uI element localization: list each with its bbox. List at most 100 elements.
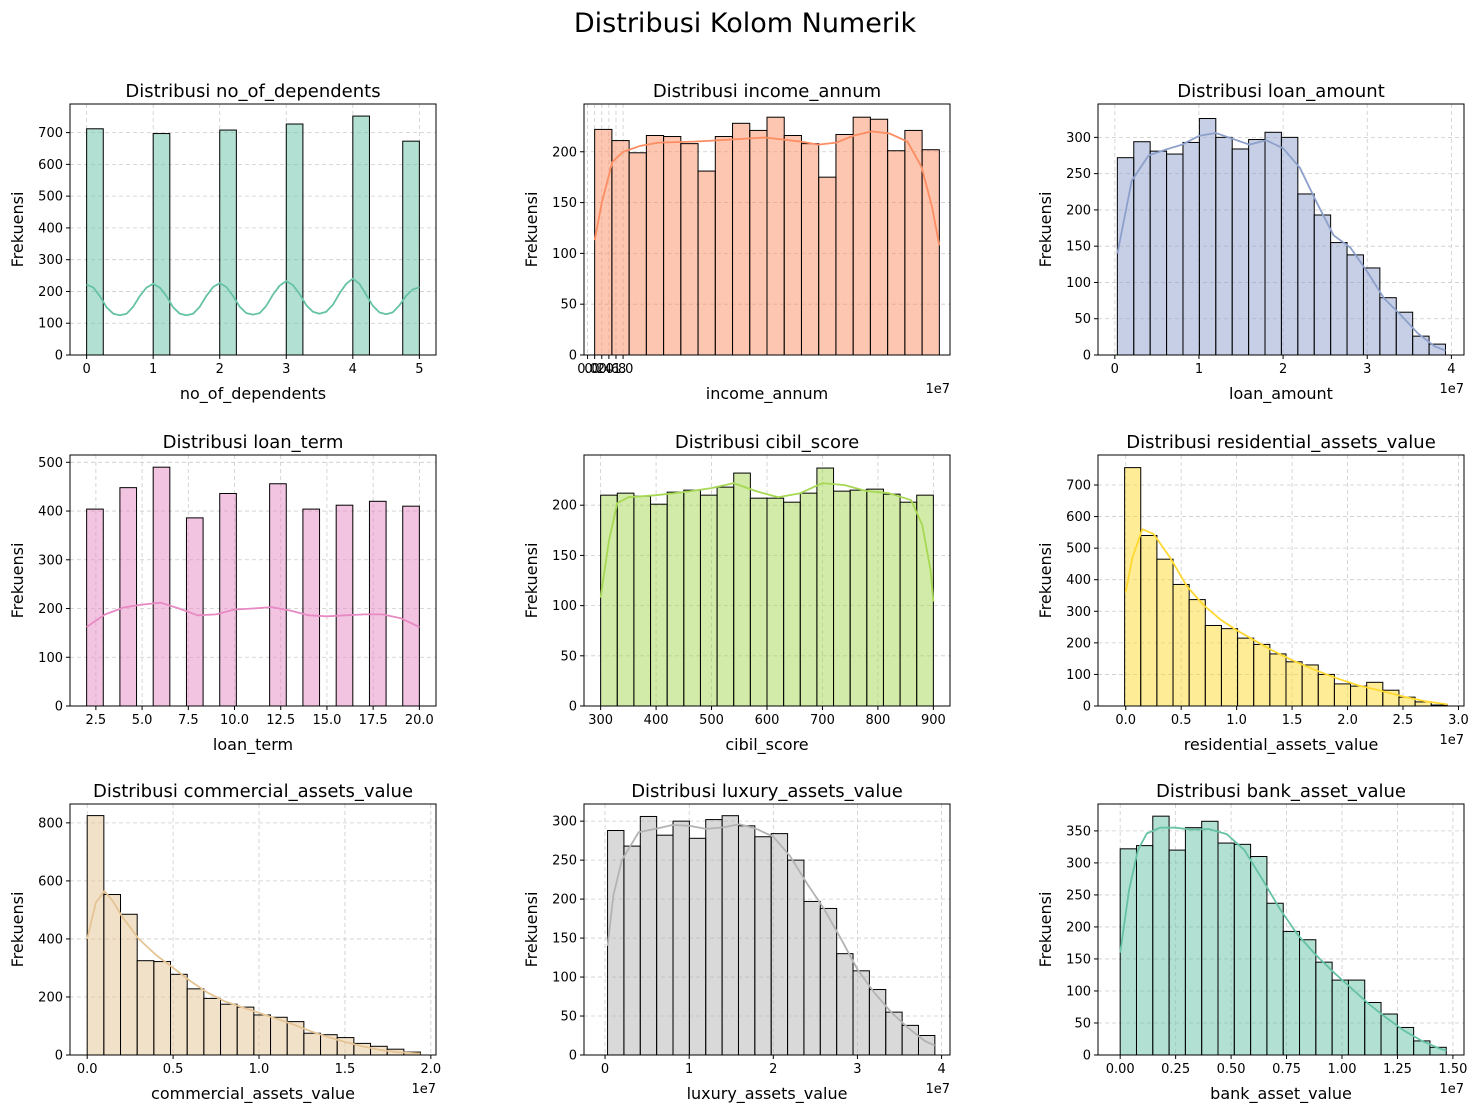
kde-line: [606, 823, 936, 1047]
x-tick-label: 0.5: [163, 1062, 184, 1077]
y-tick-label: 700: [1066, 478, 1091, 493]
histogram-bar: [699, 494, 718, 707]
x-tick-label: 3: [853, 1062, 861, 1077]
y-tick-label: 150: [552, 549, 577, 564]
y-tick-label: 0: [1083, 349, 1091, 364]
histogram-bar: [818, 176, 837, 356]
histogram-bar: [899, 501, 918, 707]
histogram-bar: [1266, 902, 1284, 1056]
histogram-bar: [1282, 930, 1301, 1056]
histogram-bar: [749, 497, 768, 707]
histogram-bar: [1333, 683, 1352, 707]
x-tick-label: 15.0: [312, 713, 341, 728]
histogram-bar: [1184, 827, 1203, 1056]
histogram-bar: [680, 143, 699, 356]
histogram-bar: [1285, 661, 1303, 707]
histogram-bar: [616, 492, 635, 707]
x-tick-label: 0: [601, 1062, 609, 1077]
x-tick-label: 1: [685, 1062, 693, 1077]
x-axis-label: income_annum: [706, 384, 828, 404]
y-tick-label: 200: [552, 145, 577, 160]
axes-frame: [583, 803, 951, 1056]
histogram-bar: [882, 493, 901, 707]
y-tick-label: 300: [38, 553, 63, 568]
histogram-bar: [270, 1016, 288, 1056]
x-tick-label: 0.0: [1115, 713, 1136, 728]
y-tick-label: 300: [1066, 856, 1091, 871]
histogram-bar: [286, 1021, 305, 1056]
histogram-bar: [716, 486, 735, 707]
y-tick-label: 200: [552, 499, 577, 514]
histogram-bar: [1297, 193, 1315, 356]
histogram-bar: [1317, 673, 1335, 707]
histogram-bar: [1231, 148, 1250, 356]
x-offset-text: 1e7: [925, 1082, 950, 1097]
histogram-bar: [1220, 628, 1239, 707]
histogram-bar: [220, 1003, 238, 1056]
x-tick-label: 400: [644, 713, 669, 728]
y-tick-label: 0: [55, 700, 63, 715]
y-tick-label: 400: [38, 932, 63, 947]
histogram-bar: [697, 170, 716, 356]
x-tick-label: 1.0: [1226, 713, 1247, 728]
histogram-bar: [650, 503, 668, 707]
histogram-bar: [1156, 558, 1174, 707]
y-tick-label: 200: [38, 285, 63, 300]
x-offset-text: 1e7: [1439, 733, 1464, 748]
axes-frame: [583, 103, 951, 356]
kde-line: [86, 277, 420, 317]
axes-frame: [1097, 103, 1465, 356]
histogram-bar: [732, 122, 751, 356]
y-tick-label: 150: [552, 932, 577, 947]
histogram-bar: [1248, 139, 1266, 356]
histogram-bar: [799, 492, 818, 707]
histogram-bar: [203, 997, 222, 1056]
y-tick-label: 300: [1066, 605, 1091, 620]
histogram-bar: [1347, 979, 1366, 1056]
axes-frame: [1097, 803, 1465, 1056]
y-tick-label: 50: [560, 1010, 577, 1025]
kde-line: [86, 601, 420, 628]
y-tick-label: 300: [552, 815, 577, 830]
y-tick-label: 150: [1066, 240, 1091, 255]
histogram-bar: [816, 467, 835, 707]
subplot: 0 1 2 3 4 0 50 100 150 200 250 300 Distribusi loan_a…: [1036, 81, 1465, 404]
x-tick-label: 0.0: [577, 362, 598, 377]
x-tick-label: 0.0: [77, 1062, 98, 1077]
y-tick-label: 0: [55, 1049, 63, 1064]
histogram-bar: [1362, 267, 1381, 356]
histogram-bar: [352, 115, 370, 356]
x-tick-label: 10.0: [220, 713, 249, 728]
y-axis-label: Frekuensi: [8, 543, 27, 619]
x-axis-label: loan_term: [213, 735, 293, 755]
subplot-title: Distribusi no_of_dependents: [125, 81, 380, 102]
x-tick-label: 0.00: [1106, 1062, 1135, 1077]
x-tick-label: 4: [1447, 362, 1455, 377]
x-tick-label: 1: [149, 362, 157, 377]
histogram-bar: [119, 487, 138, 707]
histogram-bar: [1237, 637, 1255, 707]
histogram-bar: [749, 129, 768, 356]
histogram-bar: [269, 483, 287, 707]
y-tick-label: 200: [1066, 920, 1091, 935]
histogram-bar: [600, 494, 618, 707]
axes-frame: [1097, 454, 1465, 707]
subplot-title: Distribusi bank_asset_value: [1156, 781, 1406, 802]
y-tick-label: 0: [569, 349, 577, 364]
axes-frame: [69, 454, 437, 707]
x-tick-label: 1.0: [249, 1062, 270, 1077]
y-axis-label: Frekuensi: [1036, 192, 1055, 268]
x-tick-label: 1.00: [1328, 1062, 1357, 1077]
kde-line: [1119, 826, 1447, 1052]
y-tick-label: 600: [38, 874, 63, 889]
subplot: 2.5 5.0 7.5 10.0 12.5 15.0 17.5 20.0 0 100 200 300 4…: [8, 432, 437, 755]
histogram-bar: [633, 495, 652, 707]
y-axis-label: Frekuensi: [8, 192, 27, 268]
histogram-bar: [849, 489, 868, 707]
histogram-bar: [335, 504, 354, 707]
x-tick-label: 3: [282, 362, 290, 377]
histogram-bar: [285, 123, 304, 356]
histogram-bar: [302, 508, 321, 707]
histogram-bar: [1172, 583, 1190, 707]
x-tick-label: 1.25: [1383, 1062, 1412, 1077]
